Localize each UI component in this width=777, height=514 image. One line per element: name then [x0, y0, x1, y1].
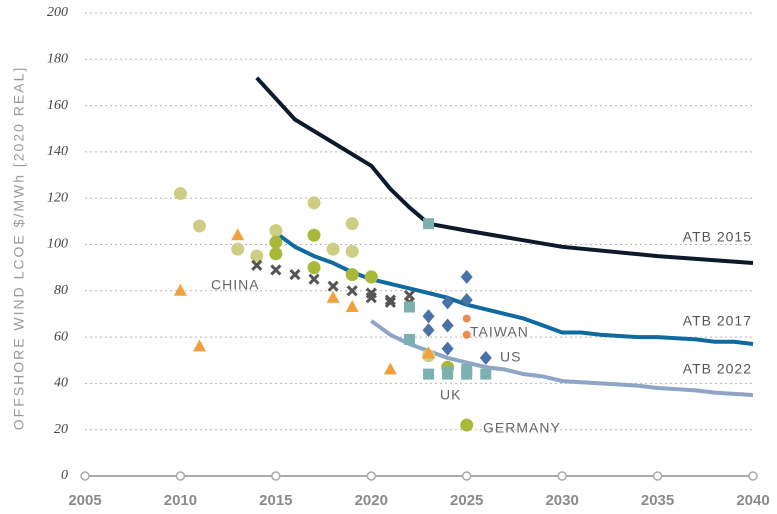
point: [460, 418, 474, 432]
annotation: US: [500, 349, 521, 365]
point: [193, 339, 207, 352]
x-tick-label: 2020: [355, 492, 388, 509]
x-tick-mark: [748, 471, 758, 481]
point: [231, 228, 245, 241]
x-tick-label: 2025: [450, 492, 483, 509]
point: [269, 224, 283, 238]
line: [255, 76, 754, 266]
point: [193, 219, 207, 233]
line: [370, 319, 754, 397]
y-tick-label: 140: [47, 144, 68, 159]
x-tick-mark: [366, 471, 377, 481]
y-tick-label: 120: [47, 190, 68, 205]
x-tick-label: 2010: [164, 492, 197, 509]
point: [345, 244, 359, 258]
y-tick-label: 180: [47, 52, 68, 67]
x-tick-mark: [271, 471, 281, 481]
x-tick-label: 2015: [259, 492, 292, 509]
point: [173, 187, 187, 201]
point: [269, 235, 283, 249]
x-tick-mark: [461, 471, 472, 481]
point: [346, 285, 358, 297]
point: [173, 283, 187, 296]
line-label: ATB 2022: [683, 361, 752, 377]
annotation: CHINA: [211, 277, 260, 293]
point: [441, 295, 454, 310]
y-tick-label: 160: [47, 98, 68, 113]
point: [479, 350, 492, 365]
x-tick-label: 2035: [641, 492, 674, 509]
point: [461, 364, 473, 376]
x-tick-label: 2040: [736, 492, 769, 509]
point: [480, 368, 492, 380]
point: [270, 264, 282, 276]
point: [460, 293, 473, 308]
point: [384, 296, 396, 308]
y-tick-label: 200: [47, 5, 68, 20]
point: [345, 268, 359, 282]
y-axis-title: OFFSHORE WIND LCOE $/MWh [2020 REAL]: [11, 66, 27, 431]
point: [251, 259, 263, 271]
point: [231, 242, 245, 256]
x-tick-mark: [175, 471, 186, 481]
y-tick-label: 20: [54, 422, 68, 437]
x-tick-mark: [557, 471, 567, 481]
line-label: ATB 2015: [683, 229, 752, 245]
point: [307, 196, 321, 210]
point: [384, 294, 396, 306]
point: [383, 362, 397, 375]
y-tick-label: 60: [54, 329, 68, 344]
annotation: GERMANY: [483, 420, 561, 436]
point: [307, 261, 321, 275]
point: [326, 242, 340, 256]
y-tick-label: 40: [54, 376, 68, 391]
annotation: UK: [440, 387, 461, 403]
y-tick-label: 80: [54, 283, 68, 298]
point: [269, 247, 283, 261]
x-tick-mark: [80, 471, 90, 481]
line-label: ATB 2017: [683, 313, 752, 329]
point: [345, 300, 359, 313]
point: [289, 269, 301, 281]
point: [442, 366, 454, 378]
y-tick-label: 100: [47, 237, 68, 252]
point: [327, 280, 339, 292]
point: [422, 323, 435, 338]
point: [307, 228, 321, 242]
point: [423, 368, 435, 380]
point: [423, 218, 435, 230]
y-tick-label: 0: [61, 468, 68, 483]
point: [365, 287, 377, 299]
point: [460, 269, 473, 284]
x-tick-label: 2030: [545, 492, 578, 509]
x-tick-label: 2005: [68, 492, 101, 509]
point: [462, 314, 471, 323]
point: [422, 346, 436, 359]
point: [441, 341, 454, 356]
point: [308, 273, 320, 285]
annotation: TAIWAN: [470, 324, 529, 340]
point: [326, 290, 340, 303]
point: [462, 330, 471, 339]
point: [403, 301, 415, 313]
point: [250, 249, 264, 263]
point: [441, 318, 454, 333]
point: [422, 309, 435, 324]
point: [403, 333, 415, 345]
point: [345, 217, 359, 231]
point: [364, 270, 378, 284]
x-tick-mark: [652, 471, 663, 481]
